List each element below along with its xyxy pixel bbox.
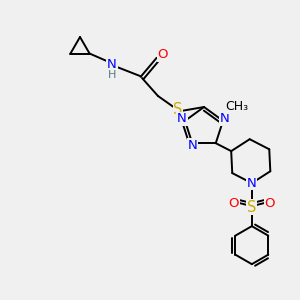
Text: N: N bbox=[107, 58, 117, 71]
Text: S: S bbox=[173, 103, 183, 118]
Text: N: N bbox=[177, 112, 187, 125]
Text: O: O bbox=[229, 197, 239, 210]
Text: H: H bbox=[108, 70, 116, 80]
Text: N: N bbox=[247, 177, 257, 190]
Text: O: O bbox=[158, 49, 168, 62]
Text: N: N bbox=[188, 139, 197, 152]
Text: CH₃: CH₃ bbox=[226, 100, 249, 113]
Text: O: O bbox=[265, 197, 275, 210]
Text: S: S bbox=[247, 200, 256, 215]
Text: N: N bbox=[220, 112, 230, 125]
